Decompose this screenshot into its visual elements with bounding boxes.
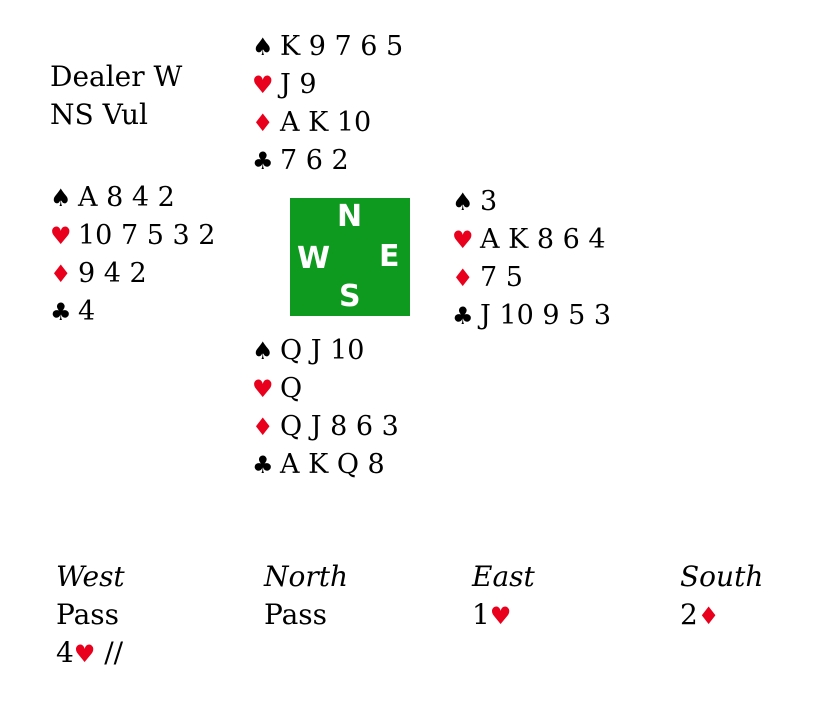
south-hearts: ♥ Q xyxy=(252,370,399,408)
diamond-icon: ♦ xyxy=(50,260,72,288)
auction-header-north: North xyxy=(264,560,349,593)
auction-header-east: East xyxy=(472,560,535,593)
auction-col-north: North Pass xyxy=(264,558,348,634)
east-spades-cards: 3 xyxy=(480,186,498,217)
club-icon: ♣ xyxy=(252,451,274,479)
diamond-icon: ♦ xyxy=(252,413,274,441)
west-diamonds: ♦ 9 4 2 xyxy=(50,255,215,293)
west-spades: ♠ A 8 4 2 xyxy=(50,179,215,217)
deal-info: Dealer W NS Vul xyxy=(50,58,182,134)
north-clubs-cards: 7 6 2 xyxy=(280,145,349,176)
north-diamonds: ♦ A K 10 xyxy=(252,104,403,142)
compass-box: N W E S xyxy=(290,198,410,316)
compass-south: S xyxy=(339,279,361,314)
east-clubs: ♣ J 10 9 5 3 xyxy=(452,297,611,335)
heart-icon: ♥ xyxy=(252,71,274,99)
club-icon: ♣ xyxy=(252,147,274,175)
west-clubs: ♣ 4 xyxy=(50,293,215,331)
spade-icon: ♠ xyxy=(452,188,474,216)
south-hand: ♠ Q J 10 ♥ Q ♦ Q J 8 6 3 ♣ A K Q 8 xyxy=(252,332,399,484)
south-spades: ♠ Q J 10 xyxy=(252,332,399,370)
bid-level: Pass xyxy=(264,598,328,631)
south-clubs-cards: A K Q 8 xyxy=(280,449,385,480)
north-spades-cards: K 9 7 6 5 xyxy=(280,31,404,62)
heart-icon: ♥ xyxy=(50,222,72,250)
west-diamonds-cards: 9 4 2 xyxy=(78,258,147,289)
north-spades: ♠ K 9 7 6 5 xyxy=(252,28,403,66)
east-hearts-cards: A K 8 6 4 xyxy=(480,224,606,255)
south-diamonds-cards: Q J 8 6 3 xyxy=(280,411,399,442)
east-diamonds: ♦ 7 5 xyxy=(452,259,611,297)
auction-bid: 1♥ xyxy=(472,596,535,634)
auction-bid: Pass xyxy=(264,596,348,634)
bid-level: Pass xyxy=(56,598,120,631)
diamond-icon: ♦ xyxy=(252,109,274,137)
east-hand: ♠ 3 ♥ A K 8 6 4 ♦ 7 5 ♣ J 10 9 5 3 xyxy=(452,183,611,335)
north-hand: ♠ K 9 7 6 5 ♥ J 9 ♦ A K 10 ♣ 7 6 2 xyxy=(252,28,403,180)
north-hearts-cards: J 9 xyxy=(280,69,317,100)
heart-icon: ♥ xyxy=(252,375,274,403)
club-icon: ♣ xyxy=(50,298,72,326)
diamond-icon: ♦ xyxy=(697,602,720,630)
south-hearts-cards: Q xyxy=(280,373,303,404)
spade-icon: ♠ xyxy=(50,184,72,212)
west-spades-cards: A 8 4 2 xyxy=(78,182,175,213)
auction-bid: 2♦ xyxy=(680,596,763,634)
bid-level: 1 xyxy=(472,598,490,631)
south-diamonds: ♦ Q J 8 6 3 xyxy=(252,408,399,446)
heart-icon: ♥ xyxy=(489,602,512,630)
compass-east: E xyxy=(379,239,400,274)
south-clubs: ♣ A K Q 8 xyxy=(252,446,399,484)
auction-header-south: South xyxy=(680,560,764,593)
spade-icon: ♠ xyxy=(252,33,274,61)
north-clubs: ♣ 7 6 2 xyxy=(252,142,403,180)
east-hearts: ♥ A K 8 6 4 xyxy=(452,221,611,259)
compass-north: N xyxy=(337,199,363,234)
east-diamonds-cards: 7 5 xyxy=(480,262,523,293)
auction-header-west: West xyxy=(56,560,125,593)
west-clubs-cards: 4 xyxy=(78,296,96,327)
auction-col-east: East 1♥ xyxy=(472,558,535,634)
bid-level: 2 xyxy=(680,598,698,631)
auction-col-west: West Pass 4♥ // xyxy=(56,558,125,672)
north-hearts: ♥ J 9 xyxy=(252,66,403,104)
west-hearts-cards: 10 7 5 3 2 xyxy=(78,220,216,251)
south-spades-cards: Q J 10 xyxy=(280,335,365,366)
bid-tail: // xyxy=(95,636,124,669)
auction-bid: Pass xyxy=(56,596,125,634)
spade-icon: ♠ xyxy=(252,337,274,365)
heart-icon: ♥ xyxy=(452,226,474,254)
north-diamonds-cards: A K 10 xyxy=(280,107,372,138)
east-spades: ♠ 3 xyxy=(452,183,611,221)
compass-west: W xyxy=(297,241,331,276)
bid-level: 4 xyxy=(56,636,74,669)
diamond-icon: ♦ xyxy=(452,264,474,292)
auction-bid: 4♥ // xyxy=(56,634,125,672)
west-hand: ♠ A 8 4 2 ♥ 10 7 5 3 2 ♦ 9 4 2 ♣ 4 xyxy=(50,179,215,331)
auction-col-south: South 2♦ xyxy=(680,558,763,634)
east-clubs-cards: J 10 9 5 3 xyxy=(480,300,612,331)
heart-icon: ♥ xyxy=(73,640,96,668)
west-hearts: ♥ 10 7 5 3 2 xyxy=(50,217,215,255)
vulnerability-label: NS Vul xyxy=(50,98,148,131)
club-icon: ♣ xyxy=(452,302,474,330)
dealer-label: Dealer W xyxy=(50,60,183,93)
